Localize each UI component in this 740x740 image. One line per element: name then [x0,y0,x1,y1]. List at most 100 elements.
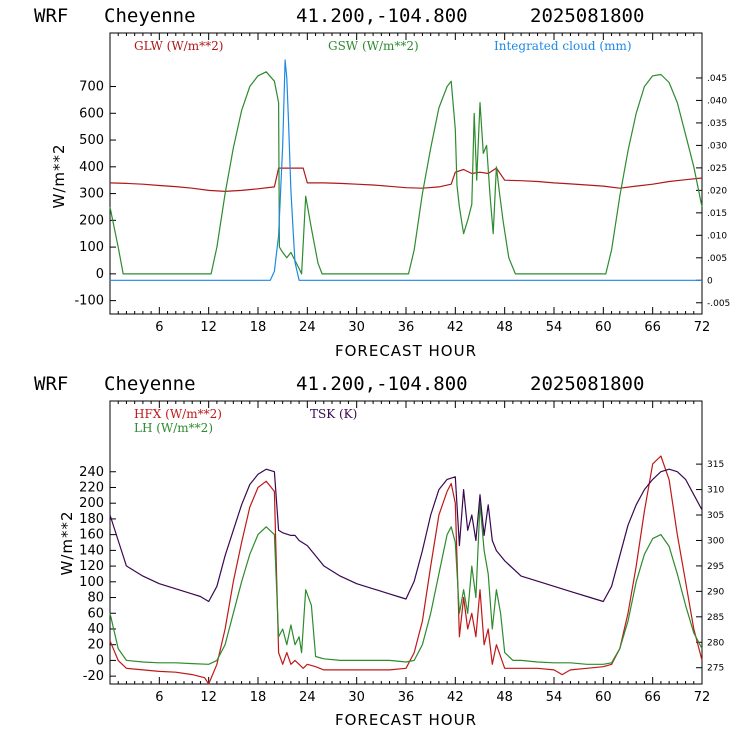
y-tick-label: 220 [79,480,104,495]
y-tick-label: 20 [87,638,104,653]
y2-tick-label: 295 [707,562,724,572]
series-line-integrated [110,59,702,281]
x-tick-label: 12 [200,690,217,705]
x-tick-label: 48 [496,690,513,705]
y2-tick-label: .020 [707,186,727,196]
chart1-plot-frame [109,32,703,315]
chart1-ticks: 6 12 18 24 30 36 42 48 54 60 66 72 -100 0 100 200 300 400… [74,33,730,335]
x-tick-label: 60 [595,320,612,335]
chart1-legend-cloud: Integrated cloud (mm) [494,39,632,53]
x-tick-label: 54 [546,690,563,705]
series-line-tsk [109,468,703,603]
chart2-series [109,455,703,685]
y-tick-label: 500 [79,133,104,148]
x-tick-label: 30 [348,320,365,335]
series-line-gsw [109,71,703,275]
x-tick-label: 12 [200,320,217,335]
y2-tick-label: .015 [707,209,727,219]
chart1-header-model: WRF [34,5,68,27]
x-tick-label: 66 [644,690,661,705]
chart2-header-init: 2025081800 [530,373,644,395]
chart1-header-station: Cheyenne [104,5,196,27]
x-tick-label: 36 [398,320,415,335]
y2-tick-label: 0 [707,276,713,286]
y-tick-label: 400 [79,160,104,175]
x-tick-label: 66 [644,320,661,335]
y2-tick-label: -.005 [707,299,730,309]
chart1-y-axis-label: W/m**2 [50,143,68,208]
y-tick-label: 200 [79,213,104,228]
x-tick-label: 18 [250,320,267,335]
x-tick-label: 42 [447,320,464,335]
y-tick-label: 0 [96,653,104,668]
series-line-glw [109,167,703,192]
y-tick-label: 300 [79,187,104,202]
y-tick-label: 140 [79,543,104,558]
chart2-header-model: WRF [34,373,68,395]
series-line-lh [109,502,703,665]
y2-tick-label: 305 [707,511,724,521]
y-tick-label: 80 [87,591,104,606]
x-tick-label: 30 [348,690,365,705]
y-tick-label: 100 [79,240,104,255]
y2-tick-label: 285 [707,613,724,623]
chart1-header-coords: 41.200,-104.800 [296,5,468,27]
x-tick-label: 18 [250,690,267,705]
chart-fluxes: WRF Cheyenne 41.200,-104.800 2025081800 … [34,373,724,729]
y-tick-label: 120 [79,559,104,574]
chart1-header-init: 2025081800 [530,5,644,27]
y2-tick-label: 315 [707,460,724,470]
y2-tick-label: .005 [707,254,727,264]
y-tick-label: 100 [79,575,104,590]
x-tick-label: 6 [155,320,163,335]
y2-tick-label: .035 [707,119,727,129]
chart2-header-coords: 41.200,-104.800 [296,373,468,395]
y-tick-label: -20 [83,669,104,684]
y-tick-label: 600 [79,106,104,121]
y2-tick-label: .010 [707,231,727,241]
x-tick-label: 24 [299,690,316,705]
y2-tick-label: 310 [707,486,724,496]
y-tick-label: -100 [74,294,104,309]
y2-tick-label: 280 [707,638,724,648]
y-tick-label: 0 [96,267,104,282]
series-line-hfx [109,455,703,685]
chart-radiation: WRF Cheyenne 41.200,-104.800 2025081800 … [34,5,730,360]
chart1-x-axis-label: FORECAST HOUR [335,342,477,360]
x-tick-label: 42 [447,690,464,705]
chart1-legend-gsw: GSW (W/m**2) [328,39,419,53]
y2-tick-label: 275 [707,664,724,674]
y2-tick-label: 300 [707,536,724,546]
y2-tick-label: .040 [707,96,727,106]
y-tick-label: 40 [87,622,104,637]
y-tick-label: 60 [87,606,104,621]
x-tick-label: 72 [694,320,711,335]
y2-tick-label: 290 [707,587,724,597]
y-tick-label: 180 [79,512,104,527]
x-tick-label: 72 [694,690,711,705]
y2-tick-label: .030 [707,141,727,151]
chart2-x-axis-label: FORECAST HOUR [335,711,477,729]
chart2-plot-frame [109,400,703,685]
y-tick-label: 700 [79,80,104,95]
y-tick-label: 240 [79,465,104,480]
x-tick-label: 6 [155,690,163,705]
chart1-legend-glw: GLW (W/m**2) [134,39,223,53]
x-tick-label: 48 [496,320,513,335]
chart2-ticks: 6 12 18 24 30 36 42 48 54 60 66 72-2002040608010012… [79,401,724,705]
chart2-legend-hfx: HFX (W/m**2) [134,407,222,421]
y2-tick-label: .045 [707,74,727,84]
x-tick-label: 36 [398,690,415,705]
x-tick-label: 54 [546,320,563,335]
chart2-header-station: Cheyenne [104,373,196,395]
x-tick-label: 60 [595,690,612,705]
chart2-legend-tsk: TSK (K) [310,407,357,421]
x-tick-label: 24 [299,320,316,335]
y-tick-label: 200 [79,496,104,511]
y-tick-label: 160 [79,528,104,543]
chart2-y-axis-label: W/m**2 [58,510,76,575]
chart2-legend-lh: LH (W/m**2) [134,421,213,435]
chart1-series [109,59,703,281]
y2-tick-label: .025 [707,164,727,174]
